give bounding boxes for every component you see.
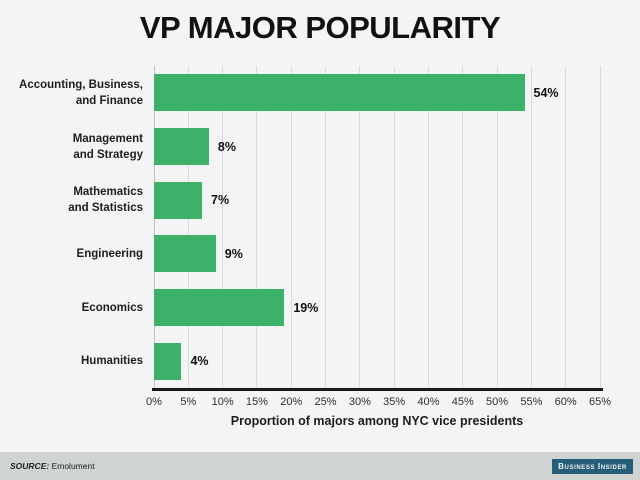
x-tick-label: 65% — [588, 396, 612, 408]
x-tick-label: 15% — [245, 396, 268, 408]
x-tick-label: 55% — [520, 396, 543, 408]
gridline — [290, 66, 292, 388]
gridline — [565, 66, 567, 388]
bar — [154, 128, 209, 165]
gridline — [427, 66, 429, 388]
bar-value-label: 8% — [217, 139, 236, 154]
gridline — [187, 66, 189, 388]
category-label: Accounting, Business, and Finance — [19, 78, 143, 107]
bar-value-label: 7% — [211, 193, 230, 208]
business-insider-logo: Business Insider — [552, 459, 633, 474]
footer-bar: SOURCE: Emolument Business Insider — [0, 452, 640, 480]
source-label: SOURCE: — [10, 461, 50, 471]
gridline — [325, 66, 327, 388]
category-label: Economics — [81, 301, 143, 314]
bar-row: Accounting, Business, and Finance 54% — [0, 66, 640, 120]
x-tick-label: 50% — [486, 396, 509, 408]
bar-row: Engineering 9% — [0, 227, 640, 281]
bar-value-label: 9% — [224, 246, 243, 261]
x-axis-line — [152, 388, 603, 391]
x-tick-label: 60% — [554, 396, 577, 408]
gridline — [530, 66, 532, 388]
category-label: Mathematics and Statistics — [68, 186, 143, 215]
gridline — [393, 66, 395, 388]
x-tick-label: 20% — [280, 396, 303, 408]
x-axis-label: Proportion of majors among NYC vice pres… — [230, 414, 524, 428]
gridline — [153, 66, 155, 388]
category-label: Humanities — [81, 355, 143, 368]
bar-value-label: 54% — [533, 85, 559, 100]
gridline — [462, 66, 464, 388]
source-credit: SOURCE: Emolument — [10, 461, 95, 471]
bar-row: Humanities 4% — [0, 334, 640, 388]
x-tick-label: 10% — [211, 396, 234, 408]
category-label: Management and Strategy — [72, 132, 143, 161]
category-label: Engineering — [76, 247, 143, 260]
x-tick-label: 45% — [451, 396, 474, 408]
bar — [154, 342, 182, 380]
source-value: Emolument — [51, 461, 95, 471]
x-tick-label: 30% — [348, 396, 371, 408]
x-tick-label: 0% — [146, 396, 162, 408]
gridline — [599, 66, 601, 388]
bar-row: Economics 19% — [0, 281, 640, 335]
gridline — [496, 66, 498, 388]
bar-value-label: 19% — [293, 300, 319, 315]
bar — [154, 74, 525, 112]
bar — [154, 235, 216, 273]
bar — [154, 289, 285, 327]
x-tick-label: 40% — [417, 396, 440, 408]
bar-rows: Accounting, Business, and Finance 54% Mana… — [0, 66, 640, 388]
chart-title: VP MAJOR POPULARITY — [139, 10, 501, 45]
bar-value-label: 4% — [190, 354, 209, 369]
gridline — [222, 66, 224, 388]
gridline — [256, 66, 258, 388]
x-tick-label: 5% — [180, 396, 197, 408]
x-tick-label: 35% — [383, 396, 406, 408]
bar — [154, 181, 203, 219]
bar-row: Mathematics and Statistics 7% — [0, 173, 640, 227]
x-tick-label: 25% — [314, 396, 337, 408]
bar-row: Management and Strategy 8% — [0, 120, 640, 174]
gridline — [359, 66, 361, 388]
